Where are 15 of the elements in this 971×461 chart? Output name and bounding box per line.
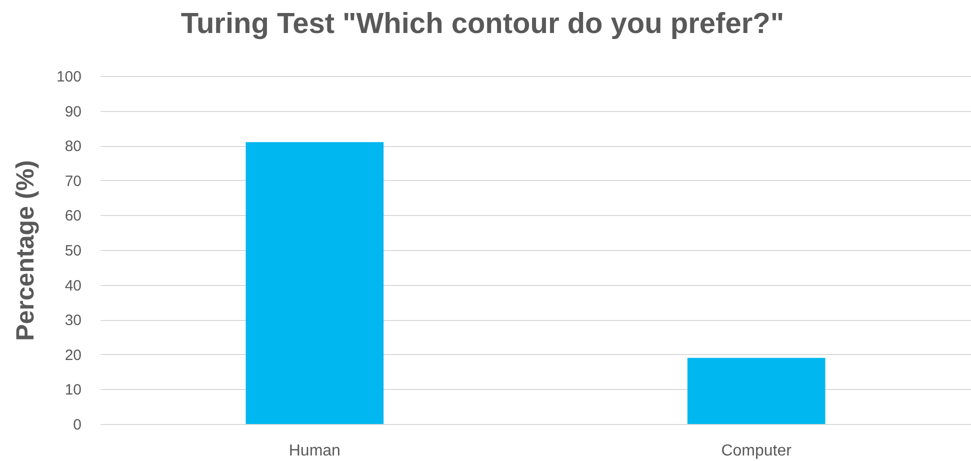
y-tick-label: 80	[64, 138, 82, 156]
chart-title: Turing Test "Which contour do you prefer?"	[180, 8, 784, 40]
y-tick-label: 0	[73, 416, 82, 434]
y-tick-label: 100	[56, 68, 82, 86]
y-tick-label: 70	[64, 172, 82, 190]
y-tick-label: 20	[64, 346, 82, 364]
y-tick-label: 10	[64, 382, 82, 399]
y-tick-label: 40	[64, 277, 82, 294]
y-tick-label: 60	[64, 208, 82, 225]
x-tick-label: Computer	[721, 442, 792, 460]
x-tick-label: Human	[288, 442, 340, 460]
y-tick-label: 50	[64, 242, 82, 260]
y-axis-title: Percentage (%)	[11, 160, 40, 341]
y-tick-label: 90	[64, 103, 82, 120]
y-tick-label: 30	[64, 312, 82, 330]
